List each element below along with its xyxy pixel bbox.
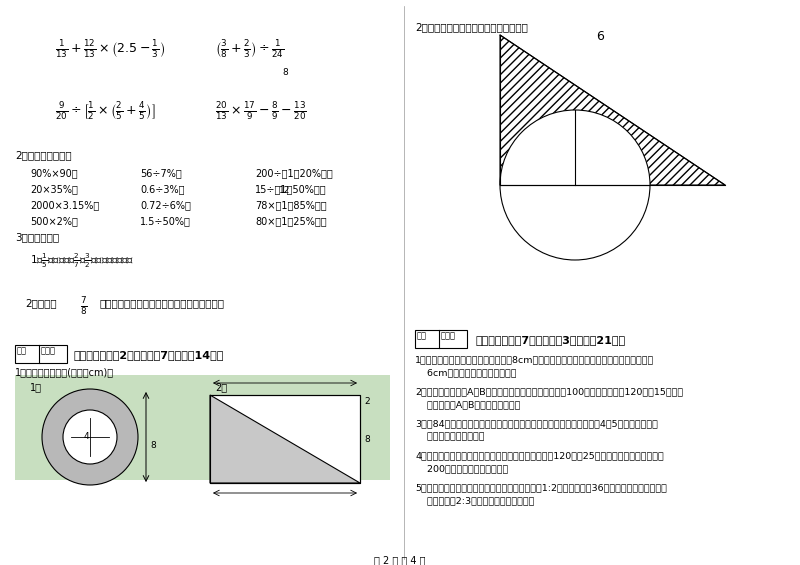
Text: 4、小太阳服装厂生产一批儿童服装，计划每小时生产120套，25小时完成．实际每小时生产: 4、小太阳服装厂生产一批儿童服装，计划每小时生产120套，25小时完成．实际每小… — [415, 451, 664, 460]
Text: 6: 6 — [596, 30, 604, 43]
Text: 的个数比是2:3，这批零件共有多少个？: 的个数比是2:3，这批零件共有多少个？ — [415, 496, 534, 505]
Text: 2．求阴影部分的面积（单位：厘米）。: 2．求阴影部分的面积（单位：厘米）。 — [415, 22, 528, 32]
Text: 两人相遇．A、B两地相距多少米？: 两人相遇．A、B两地相距多少米？ — [415, 400, 520, 409]
Text: 2．直接写出得数。: 2．直接写出得数。 — [15, 150, 72, 160]
Text: $\frac{9}{20}\div\left[\frac{1}{2}\times\left(\frac{2}{5}+\frac{4}{5}\right)\rig: $\frac{9}{20}\div\left[\frac{1}{2}\times… — [55, 100, 155, 122]
Bar — [210, 395, 360, 483]
Text: 得分: 得分 — [417, 331, 427, 340]
Text: 6cm．这个铁球的体积是多少？: 6cm．这个铁球的体积是多少？ — [415, 368, 517, 377]
Text: 2、甲乙两人分别从A、B两地同时相向而行，甲每分钟行100米，乙每分钟行120米，15分钟后: 2、甲乙两人分别从A、B两地同时相向而行，甲每分钟行100米，乙每分钟行120米… — [415, 387, 683, 396]
Text: 8: 8 — [364, 435, 370, 444]
Text: 1.5÷50%＝: 1.5÷50%＝ — [140, 216, 191, 226]
Text: 56÷7%＝: 56÷7%＝ — [140, 168, 182, 178]
Text: 三条边各是多少厘米？: 三条边各是多少厘米？ — [415, 432, 485, 441]
Text: $\frac{7}{8}$: $\frac{7}{8}$ — [80, 295, 87, 317]
Text: 1．: 1． — [30, 382, 42, 392]
Text: 200÷（1－20%）＝: 200÷（1－20%）＝ — [255, 168, 333, 178]
Bar — [210, 395, 360, 483]
Text: 20×35%＝: 20×35%＝ — [30, 184, 78, 194]
Circle shape — [42, 389, 138, 485]
Text: $\frac{1}{13}+\frac{12}{13}\times\left(2.5-\frac{1}{3}\right)$: $\frac{1}{13}+\frac{12}{13}\times\left(2… — [55, 38, 165, 60]
Text: 和乙数相等，甲数和乙数的比的比值是多少？: 和乙数相等，甲数和乙数的比的比值是多少？ — [100, 298, 225, 308]
Text: 3、用84厘米长的铁丝围成一个三角形，这三个三角形各边长的比是：4：5，这个三角形的: 3、用84厘米长的铁丝围成一个三角形，这三个三角形各边长的比是：4：5，这个三角… — [415, 419, 658, 428]
Text: 500×2%＝: 500×2%＝ — [30, 216, 78, 226]
Bar — [15, 375, 390, 480]
Text: 2000×3.15%＝: 2000×3.15%＝ — [30, 200, 99, 210]
Circle shape — [500, 110, 650, 260]
Text: 五、综合题（共2小题，每题7分，共计14分）: 五、综合题（共2小题，每题7分，共计14分） — [73, 350, 223, 360]
Text: 2: 2 — [364, 397, 370, 406]
Text: 5、张师傅加工一批零件，已加工和未加工个数比1:2，如果再加工36个，这时已加工与未加工: 5、张师傅加工一批零件，已加工和未加工个数比1:2，如果再加工36个，这时已加工… — [415, 483, 667, 492]
Text: 90%×90＝: 90%×90＝ — [30, 168, 78, 178]
Text: 12: 12 — [279, 186, 290, 195]
Text: 3．列式计算：: 3．列式计算： — [15, 232, 59, 242]
Text: 1、一个圆柱形玻璃容器的底面半径是8cm，把一个铁球从这个容器的水中取出，水面下降: 1、一个圆柱形玻璃容器的底面半径是8cm，把一个铁球从这个容器的水中取出，水面下… — [415, 355, 654, 364]
Text: 2．: 2． — [215, 382, 227, 392]
Polygon shape — [500, 110, 650, 185]
Text: 200套，实际多少小时完成？: 200套，实际多少小时完成？ — [415, 464, 508, 473]
Text: 1．求阴影部分面积(单位：cm)。: 1．求阴影部分面积(单位：cm)。 — [15, 367, 114, 377]
Text: 评卷人: 评卷人 — [441, 331, 456, 340]
Text: 0.72÷6%＝: 0.72÷6%＝ — [140, 200, 191, 210]
Text: $\left(\frac{3}{8}+\frac{2}{3}\right)\div\frac{1}{24}$: $\left(\frac{3}{8}+\frac{2}{3}\right)\di… — [215, 38, 285, 60]
Text: 0.6÷3%＝: 0.6÷3%＝ — [140, 184, 185, 194]
Text: 15÷（1＋50%）＝: 15÷（1＋50%）＝ — [255, 184, 326, 194]
Bar — [415, 330, 467, 348]
Text: 8: 8 — [150, 441, 156, 450]
Text: 2、甲数的: 2、甲数的 — [25, 298, 57, 308]
Text: 得分: 得分 — [17, 346, 27, 355]
Text: 1、$\frac{1}{5}$的倒数减去$\frac{2}{7}$与$\frac{3}{2}$的积，差是多少？: 1、$\frac{1}{5}$的倒数减去$\frac{2}{7}$与$\frac… — [30, 252, 134, 271]
Text: 评卷人: 评卷人 — [41, 346, 56, 355]
Text: 6: 6 — [580, 165, 587, 178]
Text: $\frac{20}{13}\times\frac{17}{9}-\frac{8}{9}-\frac{13}{20}$: $\frac{20}{13}\times\frac{17}{9}-\frac{8… — [215, 100, 306, 122]
Text: 4: 4 — [83, 432, 89, 441]
Text: 六、应用题（共7小题，每题3分，共计21分）: 六、应用题（共7小题，每题3分，共计21分） — [475, 335, 625, 345]
Text: 80×（1＋25%）＝: 80×（1＋25%）＝ — [255, 216, 326, 226]
Text: 78×（1－85%）＝: 78×（1－85%）＝ — [255, 200, 326, 210]
Circle shape — [63, 410, 117, 464]
Text: 8: 8 — [282, 68, 288, 77]
Bar — [15, 345, 67, 363]
Text: 第 2 页 共 4 页: 第 2 页 共 4 页 — [374, 555, 426, 565]
Polygon shape — [210, 395, 360, 483]
